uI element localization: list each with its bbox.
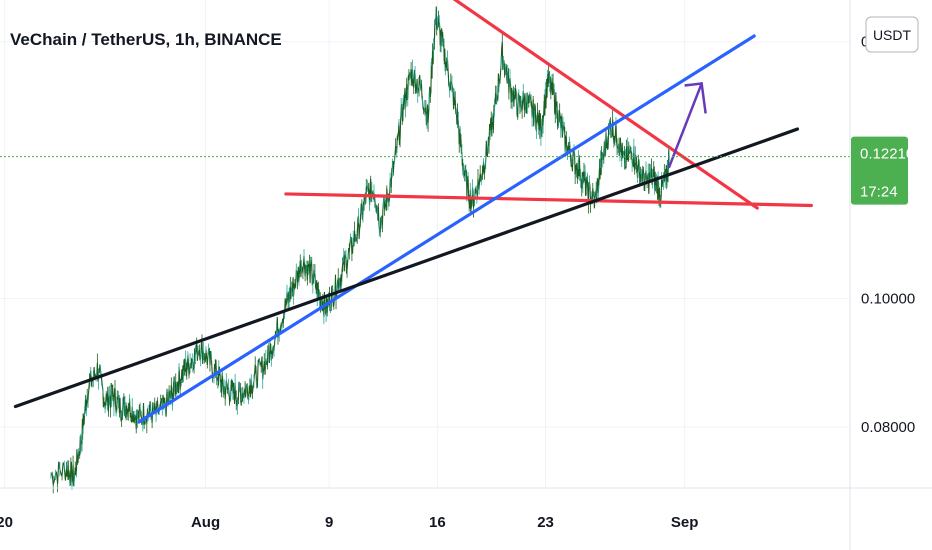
unit-badge-box[interactable]	[865, 16, 919, 53]
unit-badge-label: USDT	[873, 27, 912, 43]
x-tick-label: 16	[429, 514, 446, 531]
x-tick-label: 9	[325, 514, 333, 531]
trendline	[452, 0, 759, 210]
projection-arrow	[667, 82, 707, 169]
unit-badge[interactable]: USDT	[865, 16, 919, 53]
countdown-label: 17:24	[860, 184, 898, 201]
current-price-badge: 0.12210 17:24	[851, 136, 914, 205]
price-line	[50, 6, 670, 487]
current-price-badge-box	[851, 136, 908, 205]
x-tick-label: 23	[537, 514, 554, 531]
x-tick-label: Sep	[671, 514, 699, 531]
chart-title: VeChain / TetherUS, 1h, BINANCE	[10, 30, 282, 49]
price-series	[50, 6, 670, 494]
y-tick-label: 0.10000	[861, 291, 915, 308]
y-tick-label: 0.08000	[861, 419, 915, 436]
arrow-head	[684, 82, 707, 114]
current-price-label: 0.12210	[860, 146, 914, 163]
trendlines	[13, 0, 813, 424]
grid	[0, 0, 850, 488]
trendline	[284, 192, 813, 208]
trendline	[13, 127, 800, 409]
time-axis: 20 Aug 9 16 23 Sep	[0, 514, 698, 531]
x-tick-label: Aug	[191, 514, 220, 531]
arrow-shaft	[667, 82, 703, 169]
trendline	[137, 34, 756, 424]
x-tick-label: 20	[0, 514, 13, 531]
